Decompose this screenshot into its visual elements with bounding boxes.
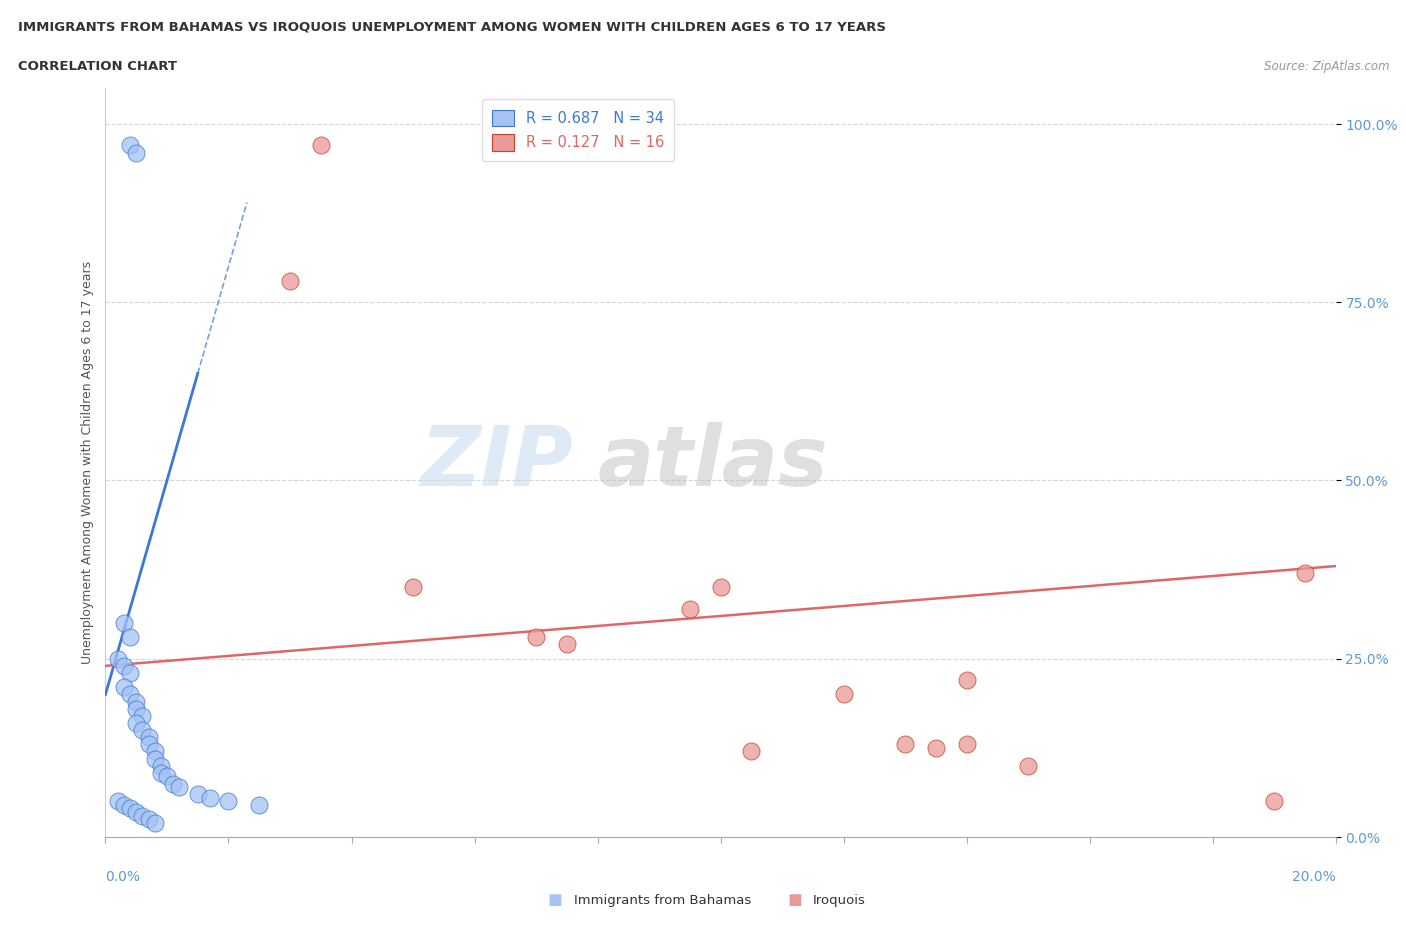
Point — [247, 797, 270, 813]
Point — [1294, 565, 1316, 580]
Text: Immigrants from Bahamas: Immigrants from Bahamas — [574, 894, 751, 907]
Text: Iroquois: Iroquois — [813, 894, 866, 907]
Point — [956, 672, 979, 687]
Point — [125, 694, 148, 709]
Point — [120, 687, 141, 702]
Point — [524, 630, 547, 644]
Point — [832, 687, 855, 702]
Point — [138, 812, 160, 827]
Text: CORRELATION CHART: CORRELATION CHART — [18, 60, 177, 73]
Point — [149, 765, 172, 780]
Point — [125, 715, 148, 730]
Text: 20.0%: 20.0% — [1292, 870, 1336, 884]
Legend: R = 0.687   N = 34, R = 0.127   N = 16: R = 0.687 N = 34, R = 0.127 N = 16 — [482, 100, 673, 161]
Point — [112, 616, 135, 631]
Point — [143, 744, 166, 759]
Point — [894, 737, 917, 751]
Point — [156, 769, 179, 784]
Text: ◼: ◼ — [548, 891, 562, 910]
Point — [131, 808, 153, 823]
Text: 0.0%: 0.0% — [105, 870, 141, 884]
Text: atlas: atlas — [598, 422, 828, 503]
Point — [131, 709, 153, 724]
Point — [112, 680, 135, 695]
Point — [710, 580, 733, 595]
Point — [138, 730, 160, 745]
Point — [149, 758, 172, 773]
Point — [125, 145, 148, 160]
Point — [107, 794, 129, 809]
Text: IMMIGRANTS FROM BAHAMAS VS IROQUOIS UNEMPLOYMENT AMONG WOMEN WITH CHILDREN AGES : IMMIGRANTS FROM BAHAMAS VS IROQUOIS UNEM… — [18, 20, 886, 33]
Point — [555, 637, 578, 652]
Y-axis label: Unemployment Among Women with Children Ages 6 to 17 years: Unemployment Among Women with Children A… — [82, 261, 94, 664]
Text: ZIP: ZIP — [420, 422, 574, 503]
Point — [125, 701, 148, 716]
Point — [112, 658, 135, 673]
Point — [925, 740, 948, 755]
Point — [740, 744, 762, 759]
Point — [120, 666, 141, 681]
Text: Source: ZipAtlas.com: Source: ZipAtlas.com — [1264, 60, 1389, 73]
Point — [198, 790, 221, 805]
Point — [956, 737, 979, 751]
Point — [218, 794, 240, 809]
Point — [278, 273, 301, 288]
Point — [120, 801, 141, 816]
Point — [138, 737, 160, 751]
Point — [187, 787, 209, 802]
Point — [120, 138, 141, 153]
Point — [131, 723, 153, 737]
Point — [1263, 794, 1285, 809]
Point — [107, 651, 129, 666]
Point — [402, 580, 425, 595]
Point — [309, 138, 332, 153]
Point — [112, 797, 135, 813]
Point — [679, 602, 702, 617]
Point — [1017, 758, 1039, 773]
Text: ◼: ◼ — [787, 891, 801, 910]
Point — [143, 751, 166, 766]
Point — [162, 776, 184, 790]
Point — [125, 804, 148, 819]
Point — [120, 630, 141, 644]
Point — [143, 816, 166, 830]
Point — [169, 779, 191, 794]
